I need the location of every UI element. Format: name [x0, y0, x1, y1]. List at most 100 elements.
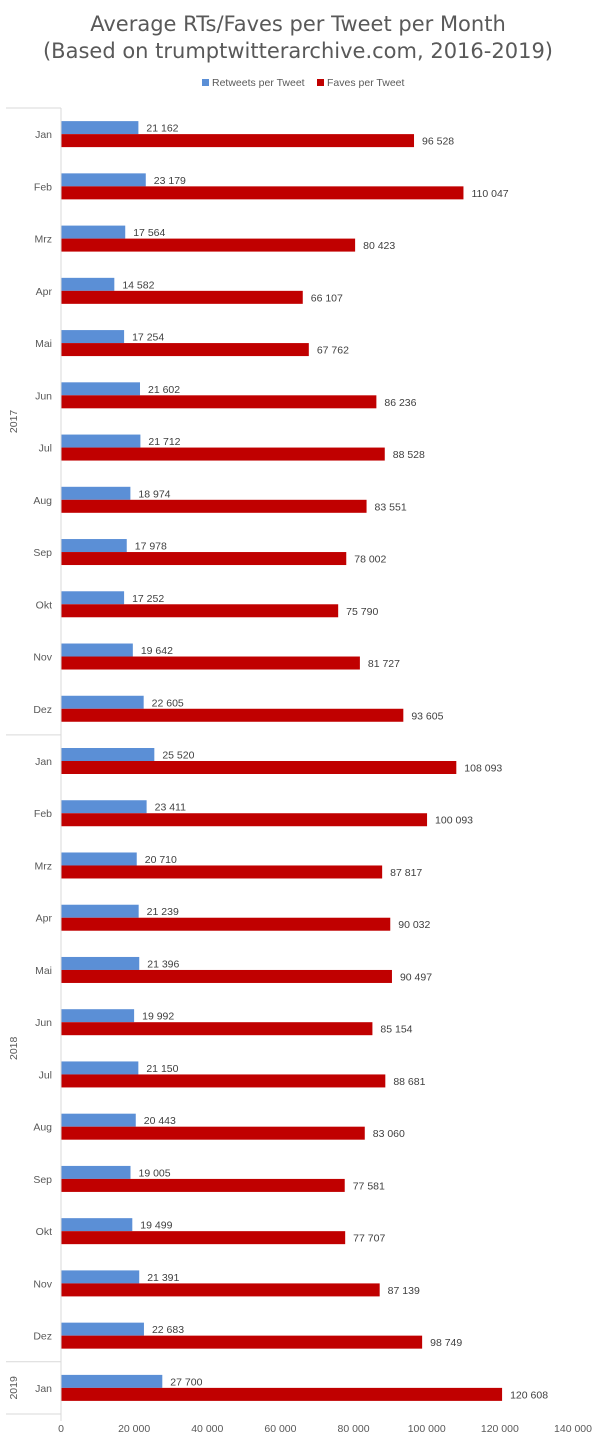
data-label-faves: 87 139 [388, 1285, 420, 1297]
category-label: Jan [35, 756, 52, 768]
bar-faves [61, 447, 385, 461]
bar-retweets [61, 382, 141, 396]
data-label-faves: 66 107 [311, 292, 343, 304]
data-label-retweets: 21 239 [147, 906, 179, 918]
bar-faves [61, 1231, 346, 1245]
data-label-faves: 88 528 [393, 449, 425, 461]
bar-retweets [61, 1009, 135, 1023]
data-label-retweets: 23 179 [154, 175, 186, 187]
legend-label-faves: Faves per Tweet [327, 77, 405, 89]
bar-faves [61, 604, 339, 618]
bar-retweets [61, 225, 126, 239]
bar-faves [61, 1126, 365, 1140]
data-label-retweets: 21 150 [146, 1063, 178, 1075]
x-tick-label: 100 000 [408, 1423, 446, 1435]
x-tick-label: 140 000 [554, 1423, 592, 1435]
category-label: Mrz [35, 860, 53, 872]
x-tick-label: 0 [58, 1423, 64, 1435]
bar-retweets [61, 643, 133, 657]
data-label-faves: 98 749 [430, 1337, 462, 1349]
bar-retweets [61, 486, 131, 500]
bar-faves [61, 969, 392, 983]
bar-faves [61, 1022, 373, 1036]
data-label-retweets: 20 710 [145, 854, 177, 866]
data-label-retweets: 27 700 [170, 1376, 202, 1388]
data-label-faves: 90 497 [400, 971, 432, 983]
data-label-faves: 86 236 [384, 397, 416, 409]
category-label: Mai [35, 338, 52, 350]
bar-faves [61, 290, 303, 304]
bar-retweets [61, 1322, 144, 1336]
bar-faves [61, 499, 367, 513]
category-label: Sep [33, 547, 52, 559]
bar-faves [61, 761, 457, 774]
data-label-faves: 108 093 [464, 763, 502, 775]
bar-retweets [61, 539, 127, 553]
x-tick-label: 60 000 [264, 1423, 296, 1435]
category-label: Nov [33, 1278, 52, 1290]
category-label: Jan [35, 1383, 52, 1395]
data-label-faves: 90 032 [398, 919, 430, 931]
category-label: Nov [33, 652, 52, 664]
data-label-faves: 83 060 [373, 1128, 405, 1140]
category-label: Jun [35, 390, 52, 402]
bar-faves [61, 343, 309, 357]
bar-retweets [61, 748, 155, 761]
data-label-retweets: 22 683 [152, 1324, 184, 1336]
bar-retweets [61, 956, 140, 970]
data-label-retweets: 22 605 [152, 697, 184, 709]
category-label: Aug [33, 1122, 52, 1134]
data-label-retweets: 17 978 [135, 541, 167, 553]
category-label: Jan [35, 129, 52, 141]
data-label-retweets: 20 443 [144, 1115, 176, 1127]
data-label-retweets: 19 005 [139, 1167, 171, 1179]
x-tick-label: 20 000 [118, 1423, 150, 1435]
legend-swatch-retweets [202, 79, 209, 86]
data-label-retweets: 21 391 [147, 1272, 179, 1284]
category-label: Jun [35, 1017, 52, 1029]
category-label: Jul [39, 443, 52, 455]
data-label-retweets: 21 396 [147, 958, 179, 970]
data-label-retweets: 18 974 [138, 488, 170, 500]
category-label: Aug [33, 495, 52, 507]
bar-faves [61, 1178, 345, 1192]
data-label-faves: 96 528 [422, 136, 454, 148]
data-label-faves: 88 681 [393, 1076, 425, 1088]
data-label-retweets: 19 642 [141, 645, 173, 657]
data-label-faves: 78 002 [354, 554, 386, 566]
bar-faves [61, 813, 428, 827]
bar-retweets [61, 852, 137, 866]
bar-retweets [61, 1218, 133, 1232]
bar-retweets [61, 800, 147, 814]
bar-faves [61, 395, 377, 409]
bar-retweets [61, 277, 115, 291]
x-tick-label: 40 000 [191, 1423, 223, 1435]
bar-faves [61, 552, 347, 566]
bar-faves [61, 134, 415, 148]
bar-retweets [61, 1061, 139, 1075]
data-label-faves: 93 605 [411, 710, 443, 722]
data-label-faves: 87 817 [390, 867, 422, 879]
data-label-retweets: 19 499 [140, 1220, 172, 1232]
data-label-retweets: 21 712 [148, 436, 180, 448]
data-label-faves: 83 551 [375, 501, 407, 513]
bar-faves [61, 1074, 386, 1088]
bar-faves [61, 656, 360, 670]
data-label-faves: 110 047 [471, 188, 508, 200]
x-tick-label: 80 000 [338, 1423, 370, 1435]
bar-faves [61, 1387, 503, 1401]
bar-retweets [61, 121, 139, 135]
bar-faves [61, 865, 383, 879]
category-label: Mrz [35, 234, 53, 246]
data-label-retweets: 14 582 [122, 279, 154, 291]
data-label-faves: 120 608 [510, 1389, 548, 1401]
category-label: Okt [36, 1226, 52, 1238]
year-label: 2018 [8, 1036, 20, 1060]
data-label-retweets: 21 162 [146, 123, 178, 135]
category-label: Feb [34, 181, 52, 193]
category-label: Apr [36, 913, 53, 925]
bar-retweets [61, 1270, 140, 1284]
data-label-retweets: 25 520 [162, 750, 194, 762]
plot-area: Jan 21 162 96 528 Feb 23 179 110 047 Mrz 17 564… [6, 107, 592, 1435]
